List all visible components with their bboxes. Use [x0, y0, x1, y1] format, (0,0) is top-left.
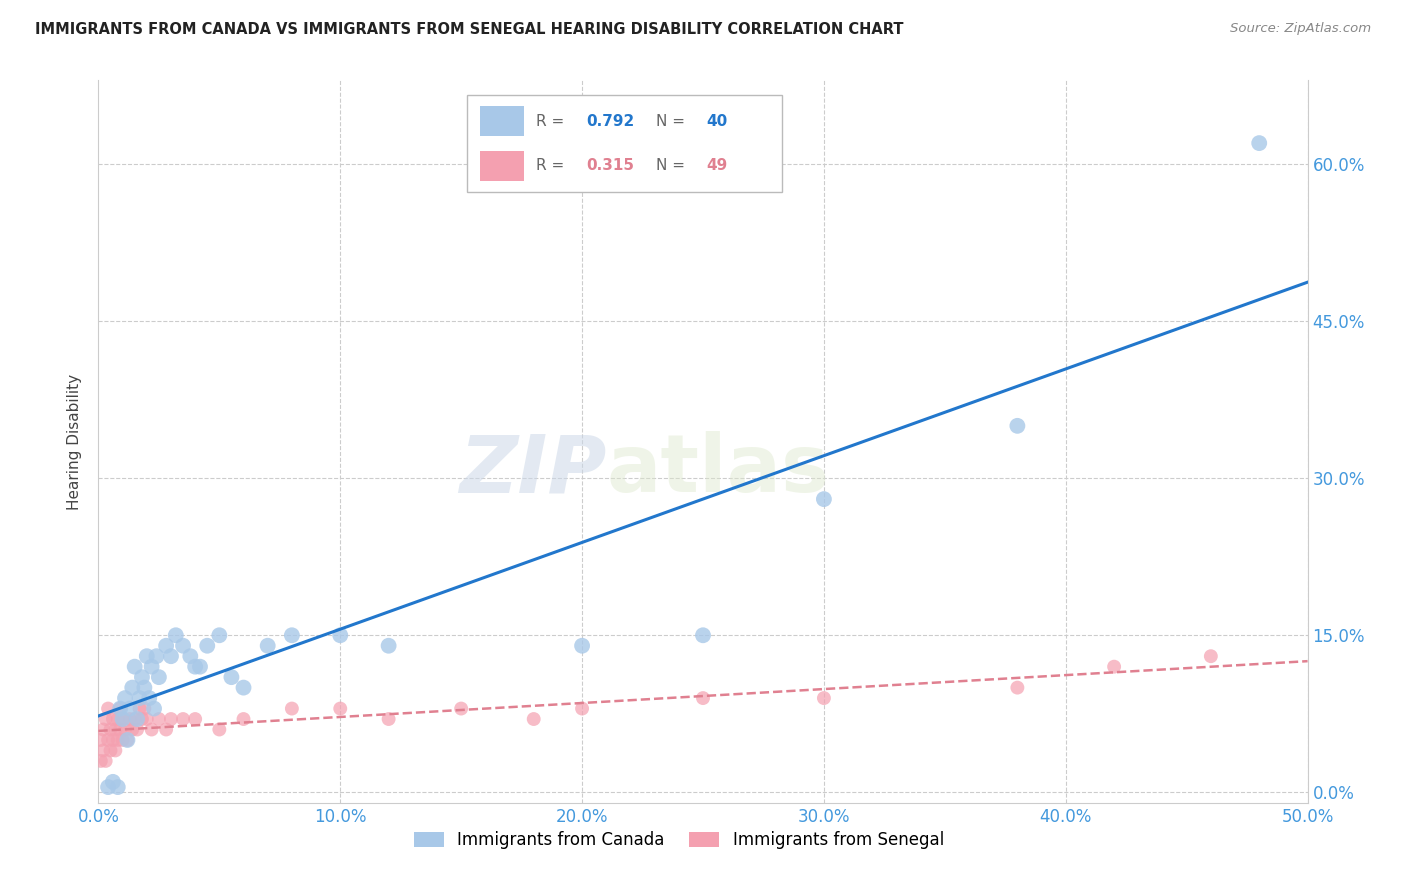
Point: [111, 712, 134, 726]
Point: [97, 780, 120, 794]
Point: [108, 701, 131, 715]
Point: [107, 780, 129, 794]
Point: [148, 670, 170, 684]
Point: [107, 712, 129, 726]
Point: [108, 723, 131, 737]
Point: [111, 733, 134, 747]
Point: [108, 701, 131, 715]
Point: [1249, 136, 1271, 150]
Point: [208, 628, 231, 642]
Point: [160, 712, 183, 726]
Legend: Immigrants from Canada, Immigrants from Senegal: Immigrants from Canada, Immigrants from …: [406, 824, 950, 856]
Point: [160, 649, 183, 664]
Point: [91, 743, 114, 757]
Point: [148, 712, 170, 726]
Point: [107, 733, 129, 747]
Point: [571, 701, 593, 715]
Point: [118, 701, 141, 715]
Point: [90, 733, 112, 747]
Point: [141, 659, 163, 673]
Point: [124, 712, 146, 726]
Point: [165, 628, 187, 642]
Point: [135, 649, 157, 664]
Point: [155, 639, 177, 653]
Point: [91, 723, 114, 737]
Point: [329, 628, 352, 642]
Point: [329, 701, 352, 715]
Point: [221, 670, 243, 684]
Point: [208, 723, 231, 737]
Point: [523, 712, 546, 726]
Point: [1102, 659, 1125, 673]
Point: [155, 723, 177, 737]
Point: [111, 712, 134, 726]
Point: [117, 733, 139, 747]
Point: [101, 733, 124, 747]
Point: [94, 754, 117, 768]
Point: [94, 712, 117, 726]
Point: [101, 775, 124, 789]
Point: [138, 691, 160, 706]
Point: [114, 691, 136, 706]
Point: [134, 701, 156, 715]
Point: [377, 712, 399, 726]
Text: IMMIGRANTS FROM CANADA VS IMMIGRANTS FROM SENEGAL HEARING DISABILITY CORRELATION: IMMIGRANTS FROM CANADA VS IMMIGRANTS FRO…: [35, 22, 904, 37]
Point: [104, 723, 127, 737]
Point: [195, 639, 218, 653]
Point: [134, 681, 156, 695]
Point: [135, 712, 157, 726]
Point: [127, 712, 149, 726]
Point: [128, 701, 150, 715]
Point: [188, 659, 211, 673]
Text: Source: ZipAtlas.com: Source: ZipAtlas.com: [1230, 22, 1371, 36]
Text: ZIP: ZIP: [458, 432, 606, 509]
Point: [104, 743, 127, 757]
Point: [90, 754, 112, 768]
Point: [184, 712, 207, 726]
Point: [97, 701, 120, 715]
Point: [184, 659, 207, 673]
Point: [124, 659, 146, 673]
Point: [145, 649, 167, 664]
Point: [117, 733, 139, 747]
Point: [121, 723, 143, 737]
Point: [377, 639, 399, 653]
Point: [256, 639, 278, 653]
Point: [813, 492, 835, 507]
Point: [1199, 649, 1222, 664]
Point: [101, 712, 124, 726]
Point: [118, 712, 141, 726]
Point: [131, 712, 153, 726]
Point: [128, 691, 150, 706]
Text: atlas: atlas: [606, 432, 830, 509]
Point: [143, 701, 166, 715]
Point: [97, 733, 120, 747]
Point: [100, 723, 122, 737]
Point: [571, 639, 593, 653]
Point: [692, 628, 714, 642]
Point: [121, 681, 143, 695]
Point: [100, 743, 122, 757]
Point: [813, 691, 835, 706]
Point: [232, 681, 254, 695]
Point: [450, 701, 472, 715]
Point: [172, 639, 194, 653]
Point: [179, 649, 201, 664]
Point: [1007, 418, 1029, 433]
Point: [281, 628, 304, 642]
Point: [114, 723, 136, 737]
Point: [172, 712, 194, 726]
Point: [232, 712, 254, 726]
Y-axis label: Hearing Disability: Hearing Disability: [67, 374, 83, 509]
Point: [127, 723, 149, 737]
Point: [1007, 681, 1029, 695]
Point: [692, 691, 714, 706]
Point: [141, 723, 163, 737]
Point: [131, 670, 153, 684]
Point: [281, 701, 304, 715]
